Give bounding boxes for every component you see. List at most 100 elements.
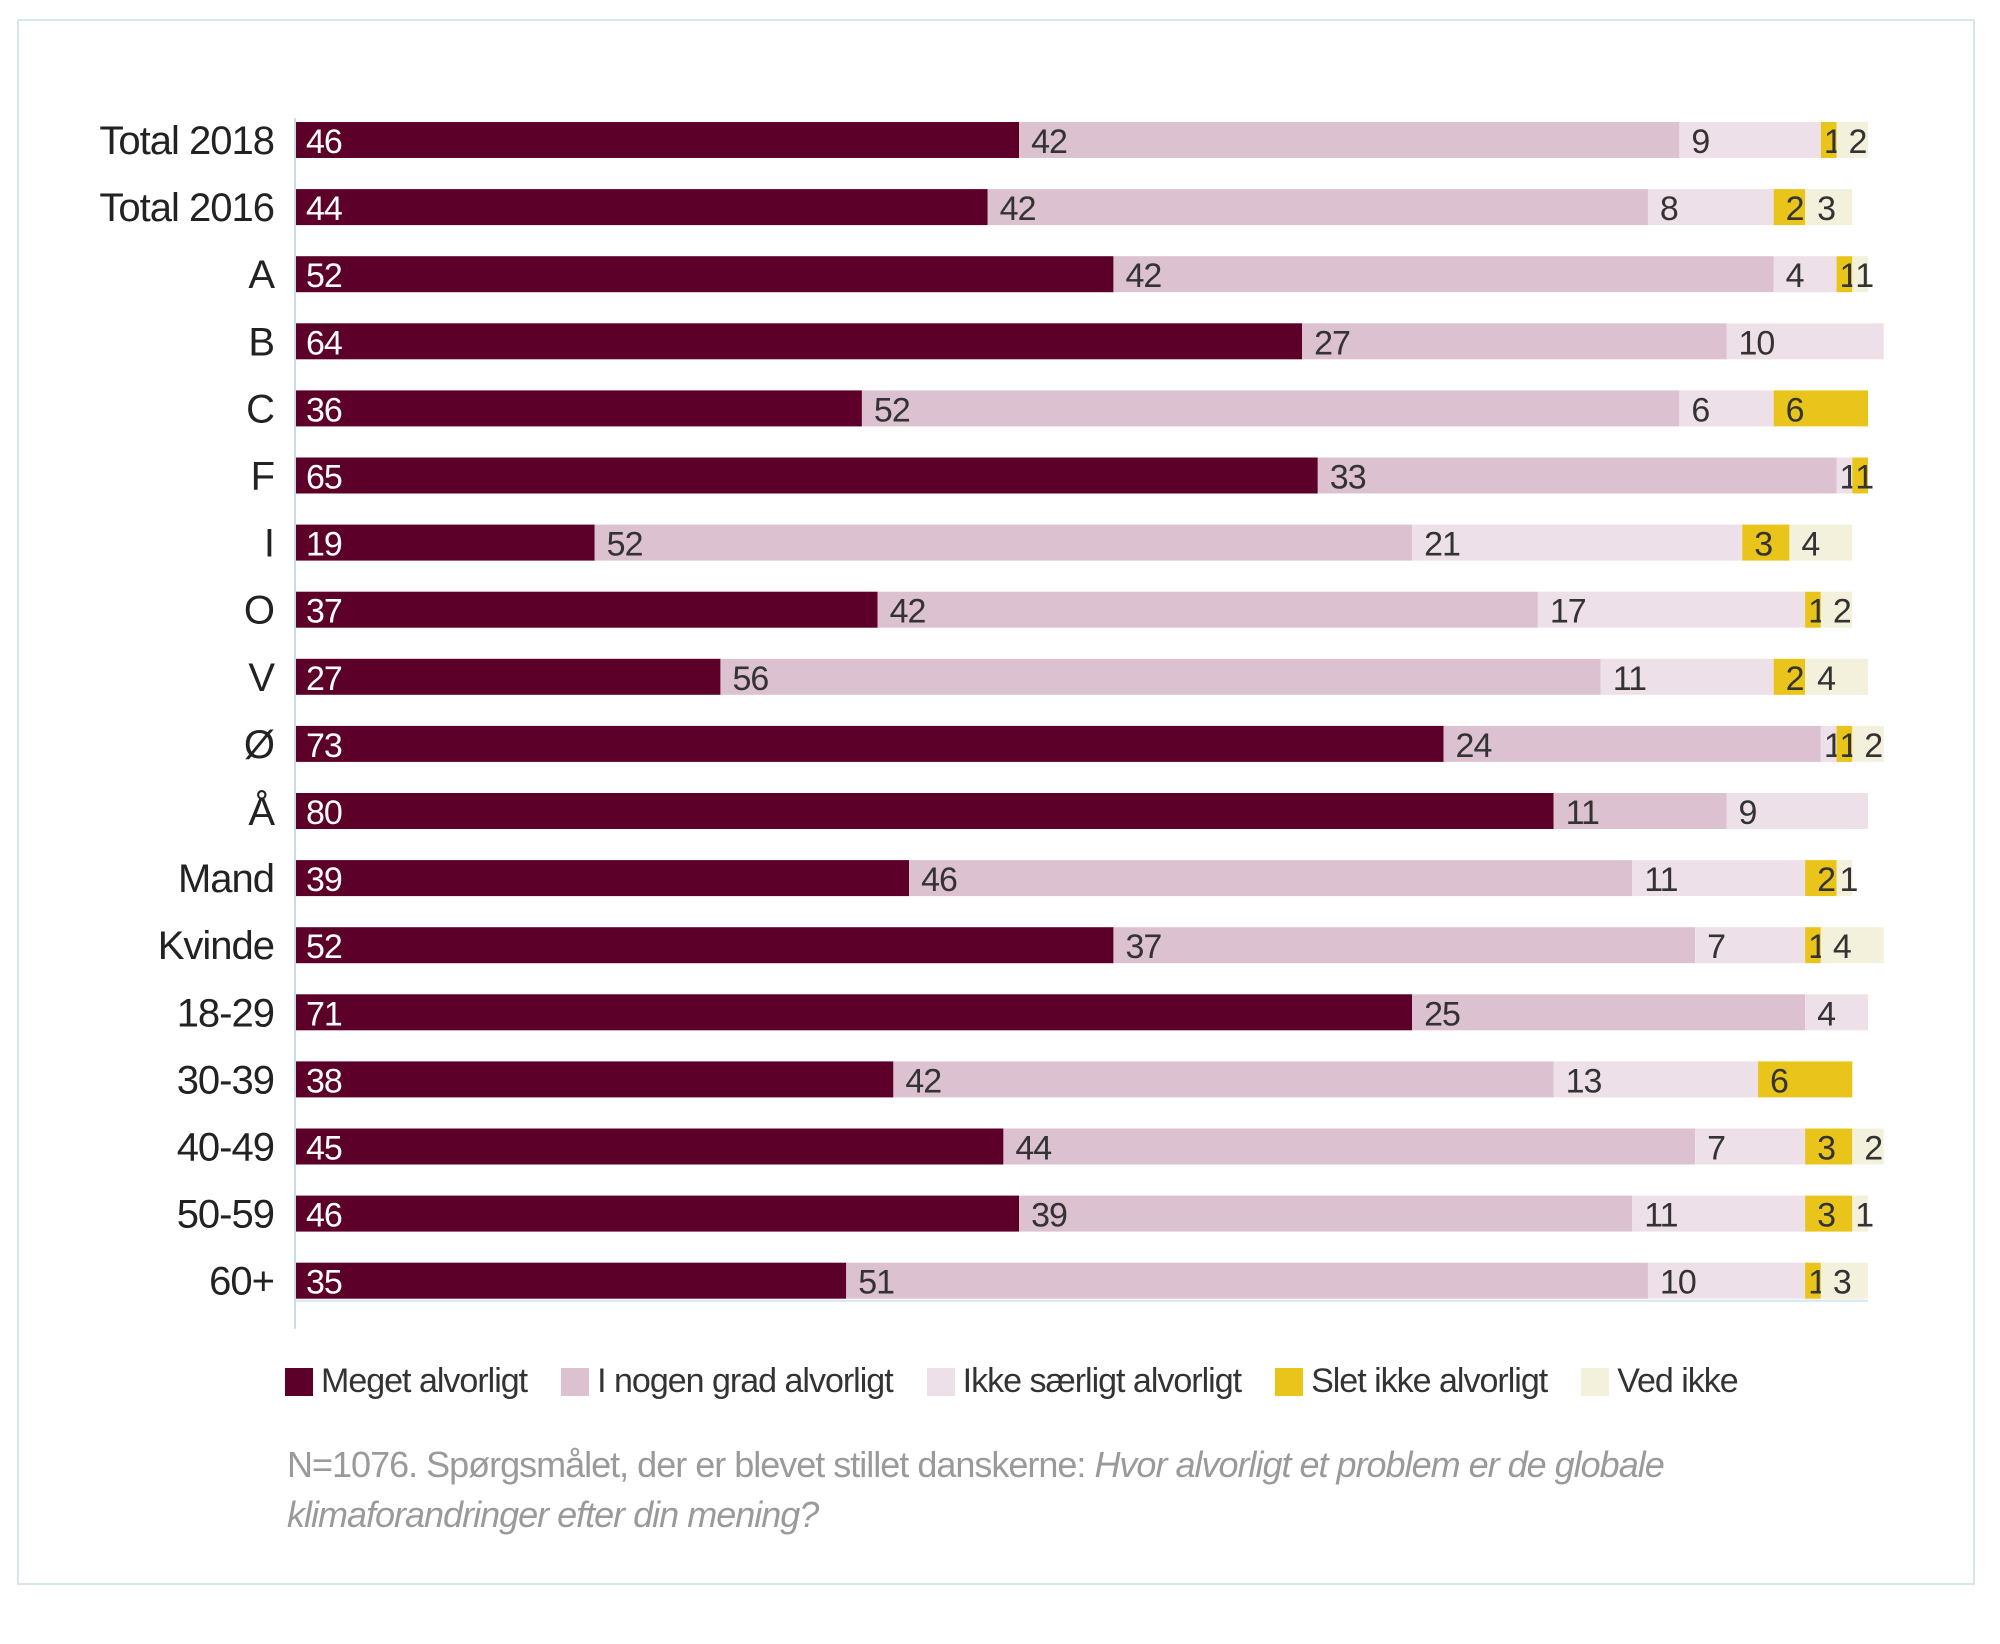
- bar-segment: [296, 658, 721, 695]
- data-label: 2: [1817, 861, 1835, 899]
- bar-segment: [1113, 256, 1774, 293]
- data-label: 8: [1660, 190, 1678, 228]
- category-label: Total 2016: [99, 186, 274, 230]
- legend-item: Meget alvorligt: [285, 1362, 528, 1401]
- category-label: 60+: [209, 1260, 274, 1304]
- legend-swatch: [285, 1367, 313, 1396]
- category-label: V: [248, 656, 275, 700]
- data-label: 2: [1864, 1130, 1882, 1168]
- legend-item: Ved ikke: [1581, 1362, 1739, 1401]
- category-label: Ø: [244, 723, 274, 767]
- category-label: Å: [248, 789, 275, 834]
- category-label: 18-29: [177, 991, 274, 1035]
- category-label: A: [248, 253, 275, 297]
- bar-segment: [1820, 591, 1853, 628]
- data-label: 4: [1786, 257, 1804, 295]
- bar-segment: [1820, 1262, 1868, 1299]
- data-label: 11: [1644, 1197, 1677, 1235]
- footnote: N=1076. Spørgsmålet, der er blevet still…: [287, 1440, 1887, 1540]
- data-label: 6: [1770, 1062, 1788, 1100]
- bar-segment: [296, 323, 1303, 360]
- legend-label: Ved ikke: [1617, 1362, 1739, 1400]
- bar-segment: [1773, 189, 1806, 226]
- data-label: 1: [1855, 257, 1873, 295]
- bar-segment: [1632, 1195, 1806, 1232]
- bar-segment: [1113, 927, 1696, 964]
- data-label: 46: [306, 123, 342, 161]
- data-label: 10: [1660, 1264, 1696, 1302]
- bar-segment: [1412, 994, 1806, 1031]
- bar-segment: [296, 725, 1444, 762]
- data-label: 64: [306, 324, 342, 362]
- bar-segment: [1805, 1128, 1853, 1165]
- legend-swatch: [561, 1367, 590, 1396]
- bar-segment: [1726, 793, 1868, 829]
- bar-segment: [296, 524, 595, 561]
- bar-segment: [1679, 390, 1774, 427]
- data-label: 36: [306, 391, 342, 429]
- bar-segment: [1820, 122, 1837, 158]
- bar-segment: [296, 860, 910, 897]
- data-label: 9: [1691, 123, 1709, 161]
- data-label: 39: [306, 861, 342, 899]
- data-label: 42: [1000, 190, 1036, 228]
- data-label: 3: [1833, 1264, 1851, 1302]
- data-label: 3: [1817, 1197, 1835, 1235]
- legend-label: Ikke særligt alvorligt: [962, 1362, 1242, 1400]
- data-label: 27: [1314, 324, 1350, 362]
- bar-segment: [1553, 793, 1727, 829]
- bar-segment: [1789, 524, 1853, 561]
- data-label: 3: [1817, 1130, 1835, 1168]
- data-label: 73: [306, 727, 342, 765]
- data-label: 42: [890, 593, 926, 631]
- bar-segment: [296, 1128, 1004, 1165]
- category-label: I: [264, 522, 274, 566]
- data-label: 51: [858, 1264, 894, 1302]
- data-label: 42: [1125, 257, 1161, 295]
- bar-segment: [1836, 725, 1853, 762]
- bar-segment: [1852, 457, 1868, 494]
- data-label: 2: [1786, 190, 1804, 228]
- data-label: 44: [1015, 1130, 1051, 1168]
- bar-segment: [1019, 122, 1680, 158]
- bar-segment: [1805, 591, 1821, 628]
- data-label: 27: [306, 660, 342, 698]
- data-label: 52: [306, 257, 342, 295]
- bar-segment: [720, 658, 1601, 695]
- data-label: 38: [306, 1062, 342, 1100]
- footnote-question: Hvor alvorligt et problem er de globale …: [287, 1444, 1665, 1535]
- footnote-plain: N=1076. Spørgsmålet, der er blevet still…: [287, 1444, 1095, 1485]
- bar-segment: [1805, 1195, 1853, 1232]
- data-label: 11: [1613, 660, 1646, 698]
- data-label: 44: [306, 190, 342, 228]
- data-label: 1: [1855, 459, 1873, 497]
- data-label: 46: [921, 861, 957, 899]
- data-label: 3: [1817, 190, 1835, 228]
- bar-segment: [594, 524, 1413, 561]
- legend-label: I nogen grad alvorligt: [597, 1362, 894, 1400]
- data-label: 42: [1031, 123, 1067, 161]
- bar-segment: [1805, 927, 1821, 964]
- data-label: 35: [306, 1264, 342, 1302]
- bar-segment: [1773, 390, 1868, 427]
- bar-segment: [296, 122, 1020, 158]
- data-label: 1: [1840, 861, 1858, 899]
- data-label: 6: [1786, 391, 1804, 429]
- data-label: 37: [306, 593, 342, 631]
- bar-segment: [1805, 189, 1853, 226]
- bar-segment: [296, 1061, 894, 1098]
- legend-label: Meget alvorligt: [321, 1362, 528, 1400]
- bar-segment: [296, 457, 1318, 494]
- data-label: 52: [306, 928, 342, 966]
- data-label: 39: [1031, 1197, 1067, 1235]
- legend-label: Slet ikke alvorligt: [1311, 1362, 1548, 1400]
- bar-segment: [1852, 1128, 1884, 1165]
- bar-segment: [1742, 524, 1790, 561]
- bar-segment: [1632, 860, 1806, 897]
- data-label: 25: [1424, 995, 1460, 1033]
- legend-swatch: [1581, 1367, 1610, 1396]
- data-label: 13: [1566, 1062, 1602, 1100]
- data-label: 4: [1817, 660, 1835, 698]
- bar-segment: [1820, 725, 1837, 762]
- bar-segment: [1805, 1262, 1821, 1299]
